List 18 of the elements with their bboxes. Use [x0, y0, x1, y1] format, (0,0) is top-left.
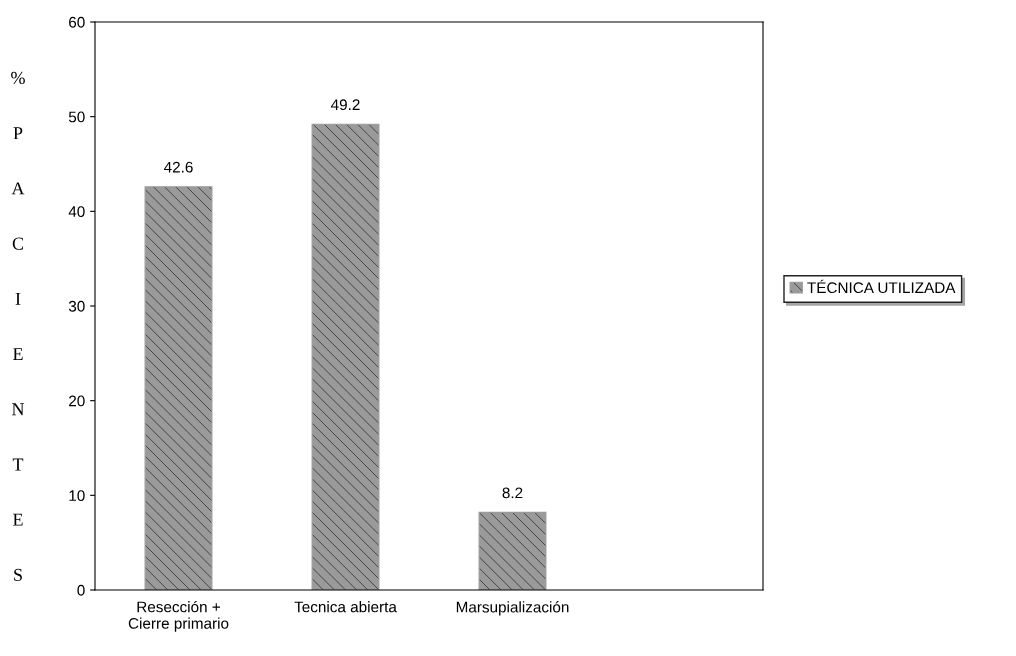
- y-tick-label: 30: [68, 300, 85, 312]
- x-tick-label: Resección + Cierre primario: [128, 600, 229, 632]
- data-label: 49.2: [330, 99, 360, 111]
- bar: [311, 123, 380, 590]
- y-tick-label: 40: [68, 206, 85, 218]
- y-tick-label: 20: [69, 395, 85, 407]
- data-label: 8.2: [502, 487, 523, 499]
- x-tick-label: Marsupialización: [456, 601, 569, 616]
- data-label: 42.6: [163, 161, 193, 173]
- y-tick-label: 60: [69, 16, 85, 28]
- bar: [478, 511, 547, 590]
- legend-label: TÉCNICA UTILIZADA: [807, 279, 956, 294]
- text: % PACIENTES: [11, 71, 25, 581]
- y-tick-label: 0: [77, 584, 85, 596]
- y-tick-label: 10: [69, 490, 85, 502]
- bar: [144, 186, 213, 590]
- x-tick-label: Tecnica abierta: [294, 601, 397, 613]
- y-tick-label: 50: [68, 111, 85, 123]
